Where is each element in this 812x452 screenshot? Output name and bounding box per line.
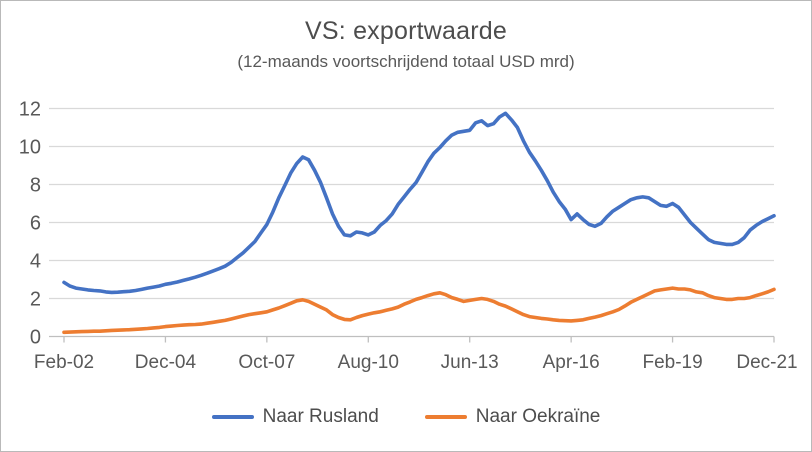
rusland-line-swatch [211,414,254,420]
legend-label-oekraine: Naar Oekraïne [475,406,601,427]
x-tick-label: Feb-02 [34,352,94,373]
y-tick-label: 4 [30,251,41,273]
chart-subtitle: (12-maands voortschrijdend totaal USD mr… [237,52,575,71]
oekraine-line-swatch [424,414,467,420]
x-tick-label: Jun-13 [441,352,499,373]
x-tick-label: Feb-19 [642,352,702,373]
x-tick-label: Dec-04 [135,352,197,373]
y-tick-label: 2 [30,289,41,311]
y-tick-label: 6 [30,213,41,235]
series-line-rusland [62,111,776,295]
x-tick-label: Apr-16 [543,352,600,373]
x-tick-label: Oct-07 [238,352,295,373]
series-line-oekraine [62,286,776,335]
x-tick-label: Aug-10 [338,352,399,373]
legend-item-oekraine: Naar Oekraïne [424,406,601,428]
chart-title: VS: exportwaarde [305,17,507,45]
y-tick-label: 12 [19,99,41,121]
y-tick-label: 0 [30,327,41,349]
legend-label-rusland: Naar Rusland [262,406,379,427]
y-tick-label: 10 [19,137,41,159]
x-tick-label: Dec-21 [736,352,797,373]
y-tick-label: 8 [30,175,41,197]
legend-item-rusland: Naar Rusland [211,406,379,428]
legend: Naar Rusland Naar Oekraïne [1,402,811,432]
